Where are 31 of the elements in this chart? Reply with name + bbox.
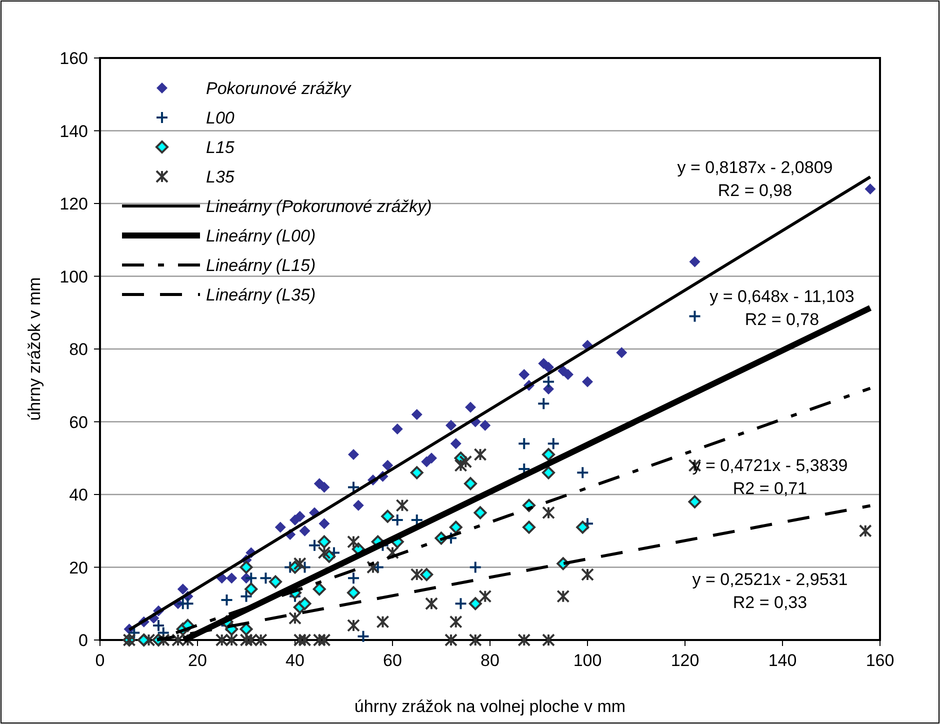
annotation: y = 0,8187x - 2,0809 R2 = 0,98 xyxy=(677,158,833,200)
legend-label: L15 xyxy=(206,138,235,157)
x-tick-label: 40 xyxy=(286,651,304,670)
legend-label: Pokorunové zrážky xyxy=(206,79,352,98)
annotation: y = 0,648x - 11,103 R2 = 0,78 xyxy=(710,287,854,329)
legend-label: L35 xyxy=(206,168,235,186)
legend-label: Lineárny (L35) xyxy=(206,286,316,304)
x-tick-label: 120 xyxy=(670,651,700,670)
x-tick-label: 80 xyxy=(480,651,500,670)
y-tick-label: 120 xyxy=(60,194,88,214)
y-axis-title: úhrny zrážok v mm xyxy=(25,277,44,421)
y-tick-label: 60 xyxy=(69,412,88,432)
y-tick-label: 140 xyxy=(60,122,88,141)
y-tick-label: 100 xyxy=(60,267,88,286)
x-tick-label: 160 xyxy=(866,651,894,670)
x-axis-title: úhrny zrážok na volnej ploche v mm xyxy=(354,697,626,716)
legend-label: Lineárny (L00) xyxy=(206,226,316,246)
y-tick-label: 160 xyxy=(60,49,88,68)
x-tick-label: 140 xyxy=(768,651,797,670)
x-tick-label: 0 xyxy=(95,651,105,670)
legend-label: L00 xyxy=(206,108,235,128)
y-tick-label: 80 xyxy=(69,340,88,359)
legend-label: Lineárny (Pokorunové zrážky) xyxy=(206,197,432,216)
annotation: y = 0,2521x - 2,9531 R2 = 0,33 xyxy=(692,570,848,612)
x-tick-label: 60 xyxy=(383,651,402,670)
legend-label: Lineárny (L15) xyxy=(206,256,316,275)
y-tick-label: 0 xyxy=(78,631,88,650)
y-tick-label: 20 xyxy=(69,558,88,578)
y-tick-label: 40 xyxy=(69,486,88,504)
x-tick-label: 20 xyxy=(188,651,207,670)
x-tick-label: 100 xyxy=(573,651,602,670)
